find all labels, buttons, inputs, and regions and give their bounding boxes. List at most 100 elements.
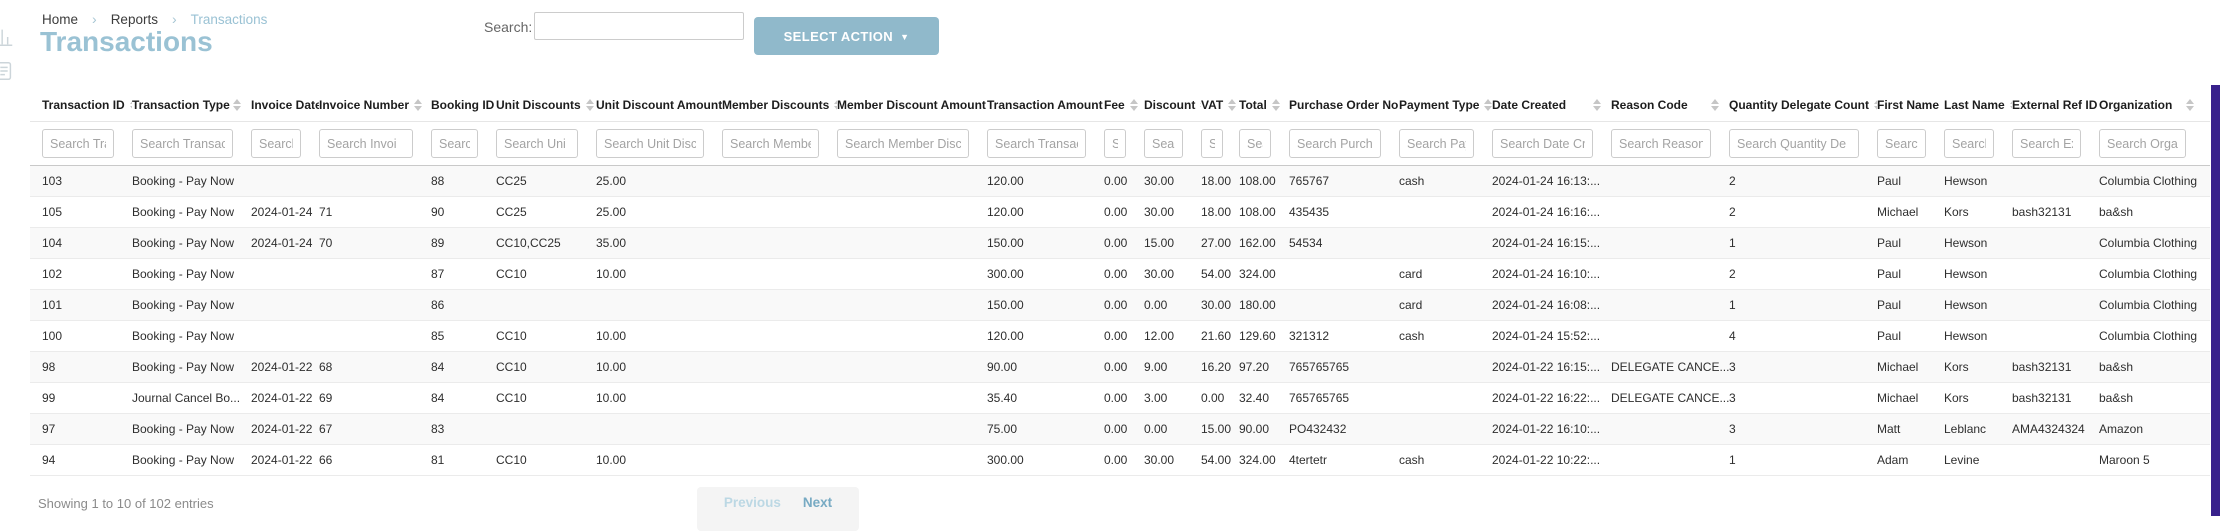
sort-icon[interactable] [2186, 98, 2194, 111]
table-row[interactable]: 98 Booking - Pay Now 2024-01-22 68 84 CC10 10.… [30, 352, 2210, 383]
breadcrumb-home[interactable]: Home [42, 11, 79, 27]
column-header-first-name[interactable]: First Name [1877, 98, 1944, 112]
column-header-invoice-number[interactable]: Invoice Number [319, 98, 431, 112]
sort-icon[interactable] [1200, 98, 1201, 111]
sort-icon[interactable] [1271, 98, 1280, 111]
table-row[interactable]: 104 Booking - Pay Now 2024-01-24 70 89 CC10,C… [30, 228, 2210, 259]
cell-vat: 0.00 [1201, 391, 1225, 405]
filter-input-total[interactable] [1239, 129, 1271, 158]
cell-invoice-date: 2024-01-22 [251, 360, 313, 374]
filter-input-transaction-id[interactable] [42, 129, 114, 158]
table-row[interactable]: 102 Booking - Pay Now 87 CC10 10.00 300.00 0.0… [30, 259, 2210, 290]
column-header-unit-discounts[interactable]: Unit Discounts [496, 98, 596, 112]
filter-input-booking-id[interactable] [431, 129, 478, 158]
filter-input-vat[interactable] [1201, 129, 1223, 158]
sort-icon[interactable] [1874, 98, 1877, 111]
search-input[interactable] [534, 12, 744, 40]
sort-icon[interactable] [1484, 98, 1492, 111]
filter-input-transaction-amount[interactable] [987, 129, 1086, 158]
chevron-right-icon: › [171, 11, 177, 27]
column-header-unit-discount-amount[interactable]: Unit Discount Amount [596, 98, 722, 112]
column-header-reason-code[interactable]: Reason Code [1611, 98, 1729, 112]
table-row[interactable]: 97 Booking - Pay Now 2024-01-22 67 83 75.00 0.… [30, 414, 2210, 445]
previous-button[interactable]: Previous [723, 495, 781, 510]
column-header-transaction-amount[interactable]: Transaction Amount [987, 98, 1104, 112]
cell-vat: 27.00 [1201, 236, 1232, 250]
sort-icon[interactable] [585, 98, 594, 111]
sort-icon[interactable] [1129, 98, 1138, 111]
table-row[interactable]: 101 Booking - Pay Now 86 150.00 0.00 0.00 30.0… [30, 290, 2210, 321]
sort-icon[interactable] [414, 98, 423, 111]
cell-date-created: 2024-01-22 10:22:... [1492, 453, 1601, 467]
filter-input-organization[interactable] [2099, 129, 2186, 158]
column-header-invoice-date[interactable]: Invoice Date [251, 98, 319, 112]
cell-transaction-id: 98 [42, 360, 56, 374]
cell-invoice-number: 66 [319, 453, 333, 467]
column-header-date-created[interactable]: Date Created [1492, 98, 1611, 112]
column-header-last-name[interactable]: Last Name [1944, 98, 2012, 112]
column-header-transaction-type[interactable]: Transaction Type [132, 98, 251, 112]
filter-input-first-name[interactable] [1877, 129, 1926, 158]
sort-icon[interactable] [233, 98, 241, 111]
column-header-payment-type[interactable]: Payment Type [1399, 98, 1492, 112]
cell-fee: 0.00 [1104, 267, 1128, 281]
cell-date-created: 2024-01-24 16:08:... [1492, 298, 1601, 312]
filter-input-unit-discounts[interactable] [496, 129, 578, 158]
filter-input-discount[interactable] [1144, 129, 1183, 158]
filter-input-invoice-date[interactable] [251, 129, 301, 158]
column-header-purchase-order-no[interactable]: Purchase Order No [1289, 98, 1399, 112]
table-row[interactable]: 99 Journal Cancel Bo... 2024-01-22 69 84 CC10… [30, 383, 2210, 414]
column-header-discount[interactable]: Discount [1144, 98, 1201, 112]
table-row[interactable]: 94 Booking - Pay Now 2024-01-22 66 81 CC10 10.… [30, 445, 2210, 476]
filter-input-unit-discount-amount[interactable] [596, 129, 704, 158]
cell-transaction-type: Booking - Pay Now [132, 329, 235, 343]
sort-icon[interactable] [1593, 98, 1601, 111]
filter-input-reason-code[interactable] [1611, 129, 1711, 158]
column-header-organization[interactable]: Organization [2099, 98, 2204, 112]
sort-icon[interactable] [129, 98, 132, 111]
table-row[interactable]: 105 Booking - Pay Now 2024-01-24 71 90 CC25 25… [30, 197, 2210, 228]
sort-icon[interactable] [1711, 98, 1719, 111]
next-button[interactable]: Next [802, 495, 833, 510]
filter-input-last-name[interactable] [1944, 129, 1994, 158]
select-action-button[interactable]: SELECT ACTION ▼ [754, 17, 939, 55]
filter-cell [1239, 129, 1289, 158]
filter-input-invoice-number[interactable] [319, 129, 413, 158]
filter-input-fee[interactable] [1104, 129, 1126, 158]
filter-input-member-discount-amount[interactable] [837, 129, 969, 158]
table-row[interactable]: 103 Booking - Pay Now 88 CC25 25.00 120.00 0.0… [30, 166, 2210, 197]
filter-cell [1144, 129, 1201, 158]
filter-input-payment-type[interactable] [1399, 129, 1474, 158]
column-header-member-discount-amount[interactable]: Member Discount Amount [837, 98, 987, 112]
column-header-vat[interactable]: VAT [1201, 98, 1239, 112]
cell-transaction-amount: 35.40 [987, 391, 1018, 405]
filter-input-date-created[interactable] [1492, 129, 1593, 158]
cell-transaction-amount: 120.00 [987, 329, 1024, 343]
cell-quantity-delegate-count: 1 [1729, 453, 1736, 467]
filter-input-purchase-order-no[interactable] [1289, 129, 1381, 158]
chart-icon [0, 29, 13, 46]
filter-input-quantity-delegate-count[interactable] [1729, 129, 1859, 158]
breadcrumb-reports[interactable]: Reports [110, 11, 158, 27]
column-header-member-discounts[interactable]: Member Discounts [722, 98, 837, 112]
filter-input-external-ref-id[interactable] [2012, 129, 2081, 158]
column-header-total[interactable]: Total [1239, 98, 1289, 112]
sort-icon[interactable] [2009, 98, 2012, 111]
cell-invoice-number: 70 [319, 236, 333, 250]
column-header-external-ref-id[interactable]: External Ref ID [2012, 98, 2099, 112]
column-header-booking-id[interactable]: Booking ID [431, 98, 496, 112]
filter-input-transaction-type[interactable] [132, 129, 233, 158]
filter-input-member-discounts[interactable] [722, 129, 819, 158]
cell-purchase-order-no: 765767 [1289, 174, 1330, 188]
cell-first-name: Michael [1877, 205, 1919, 219]
column-header-quantity-delegate-count[interactable]: Quantity Delegate Count [1729, 98, 1877, 112]
sort-icon[interactable] [1228, 98, 1237, 111]
vertical-scrollbar[interactable] [2211, 85, 2220, 516]
cell-unit-discount-amount: 25.00 [596, 174, 627, 188]
column-header-fee[interactable]: Fee [1104, 98, 1144, 112]
column-label: VAT [1201, 97, 1224, 112]
cell-quantity-delegate-count: 2 [1729, 205, 1736, 219]
column-header-transaction-id[interactable]: Transaction ID [42, 98, 132, 112]
sort-icon[interactable] [834, 98, 837, 111]
table-row[interactable]: 100 Booking - Pay Now 85 CC10 10.00 120.00 0.0… [30, 321, 2210, 352]
